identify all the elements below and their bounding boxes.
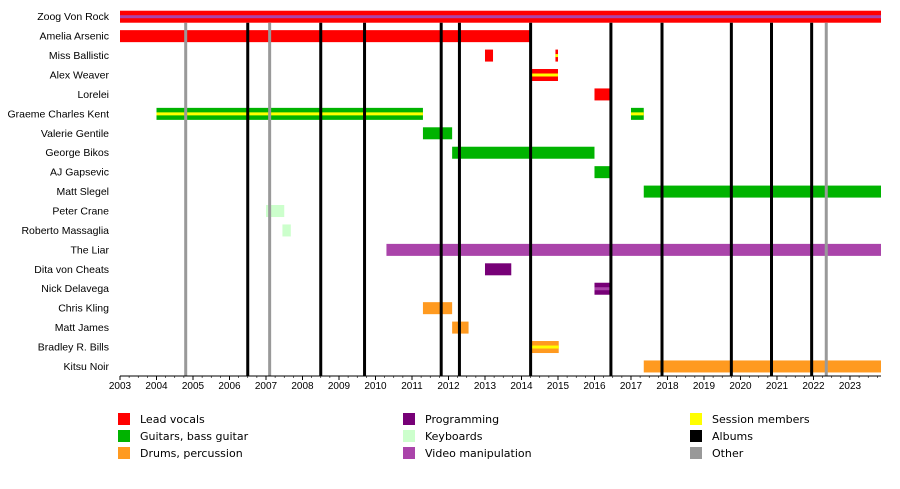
legend-swatch bbox=[403, 413, 415, 425]
legend-label: Other bbox=[712, 446, 744, 460]
x-tick-label: 2021 bbox=[766, 381, 789, 392]
legend-item-session: Session members bbox=[690, 412, 810, 426]
legend-item-keyboards: Keyboards bbox=[403, 429, 482, 443]
event-lines bbox=[184, 22, 828, 376]
legend: Lead vocals Guitars, bass guitar Drums, pe… bbox=[0, 410, 900, 470]
x-tick-label: 2018 bbox=[656, 381, 679, 392]
member-label: Miss Ballistic bbox=[49, 50, 109, 62]
x-axis: 2003 2004 2005 2006 2007 2008 2009 2010 2011 2012… bbox=[109, 375, 881, 392]
x-tick-label: 2003 bbox=[109, 381, 132, 392]
member-label: Matt James bbox=[55, 322, 109, 334]
legend-item-other: Other bbox=[690, 446, 743, 460]
x-tick-label: 2013 bbox=[474, 381, 497, 392]
member-label: Nick Delavega bbox=[41, 283, 109, 295]
member-label: Graeme Charles Kent bbox=[7, 108, 109, 120]
member-bar bbox=[120, 30, 531, 43]
x-tick-label: 2016 bbox=[583, 381, 606, 392]
legend-swatch bbox=[118, 413, 130, 425]
member-bar-stripe bbox=[530, 73, 558, 77]
legend-item-albums: Albums bbox=[690, 429, 753, 443]
x-tick-label: 2017 bbox=[620, 381, 643, 392]
member-label: Chris Kling bbox=[58, 303, 109, 315]
member-label: Matt Slegel bbox=[56, 186, 109, 198]
legend-swatch bbox=[403, 430, 415, 442]
x-tick-label: 2011 bbox=[401, 381, 423, 392]
legend-label: Keyboards bbox=[425, 429, 483, 443]
legend-label: Session members bbox=[712, 412, 810, 426]
legend-item-drums: Drums, percussion bbox=[118, 446, 243, 460]
member-bar-stripe bbox=[120, 15, 881, 19]
member-label: Valerie Gentile bbox=[41, 128, 109, 140]
legend-label: Guitars, bass guitar bbox=[140, 429, 249, 443]
member-label: Roberto Massaglia bbox=[21, 225, 109, 237]
member-bar bbox=[484, 49, 494, 62]
legend-label: Albums bbox=[712, 429, 753, 443]
legend-swatch bbox=[690, 430, 702, 442]
x-tick-label: 2020 bbox=[729, 381, 752, 392]
x-tick-label: 2012 bbox=[437, 381, 460, 392]
legend-label: Lead vocals bbox=[140, 412, 205, 426]
member-label: Alex Weaver bbox=[50, 70, 110, 82]
member-bar bbox=[452, 146, 595, 159]
legend-swatch bbox=[403, 447, 415, 459]
member-label: Dita von Cheats bbox=[34, 264, 109, 276]
legend-label: Programming bbox=[425, 412, 500, 426]
member-label: The Liar bbox=[70, 244, 109, 256]
member-bar-stripe bbox=[530, 345, 559, 349]
member-labels: Zoog Von Rock Amelia Arsenic Miss Ballisti… bbox=[7, 11, 109, 373]
legend-label: Drums, percussion bbox=[140, 446, 243, 460]
member-bar bbox=[422, 302, 453, 315]
x-tick-label: 2010 bbox=[364, 381, 387, 392]
member-label: Peter Crane bbox=[52, 206, 109, 218]
member-label: George Bikos bbox=[45, 147, 109, 159]
member-bar bbox=[422, 127, 453, 140]
x-tick-label: 2004 bbox=[145, 381, 168, 392]
member-bars bbox=[120, 10, 881, 373]
legend-swatch bbox=[118, 447, 130, 459]
member-label: Lorelei bbox=[77, 89, 109, 101]
x-tick-label: 2006 bbox=[218, 381, 241, 392]
member-label: AJ Gapsevic bbox=[50, 167, 109, 179]
legend-item-video: Video manipulation bbox=[403, 446, 532, 460]
x-tick-label: 2015 bbox=[547, 381, 570, 392]
member-label: Zoog Von Rock bbox=[37, 11, 110, 23]
legend-swatch bbox=[690, 447, 702, 459]
member-bar-stripe bbox=[594, 287, 611, 291]
member-bar bbox=[282, 224, 291, 237]
member-bar bbox=[594, 166, 611, 179]
member-bar-stripe bbox=[630, 112, 644, 116]
member-label: Kitsu Noir bbox=[63, 361, 109, 373]
legend-label: Video manipulation bbox=[425, 446, 532, 460]
band-timeline-chart: Zoog Von Rock Amelia Arsenic Miss Ballisti… bbox=[7, 10, 881, 392]
legend-swatch bbox=[118, 430, 130, 442]
member-label: Bradley R. Bills bbox=[38, 342, 109, 354]
x-tick-label: 2009 bbox=[328, 381, 351, 392]
member-bar bbox=[594, 88, 611, 101]
legend-item-guitars: Guitars, bass guitar bbox=[118, 429, 248, 443]
legend-item-lead-vocals: Lead vocals bbox=[118, 412, 205, 426]
member-bar bbox=[484, 263, 512, 276]
x-tick-label: 2008 bbox=[291, 381, 314, 392]
member-bar-stripe bbox=[555, 54, 558, 58]
x-tick-label: 2007 bbox=[255, 381, 278, 392]
legend-item-programming: Programming bbox=[403, 412, 499, 426]
legend-swatch bbox=[690, 413, 702, 425]
x-tick-label: 2005 bbox=[182, 381, 205, 392]
x-tick-label: 2019 bbox=[693, 381, 716, 392]
member-bar bbox=[386, 243, 881, 256]
x-tick-label: 2022 bbox=[802, 381, 825, 392]
member-bar bbox=[643, 360, 881, 373]
x-tick-label: 2023 bbox=[839, 381, 862, 392]
member-bar-stripe bbox=[156, 112, 423, 116]
member-label: Amelia Arsenic bbox=[40, 31, 109, 43]
member-bar bbox=[643, 185, 881, 198]
x-tick-label: 2014 bbox=[510, 381, 533, 392]
